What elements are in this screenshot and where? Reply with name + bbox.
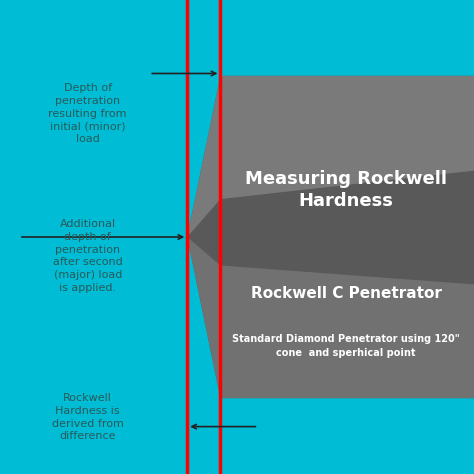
Text: Additional
depth of
penetration
after second
(major) load
is applied.: Additional depth of penetration after se… xyxy=(53,219,123,293)
Polygon shape xyxy=(187,76,474,237)
Text: Rockwell
Hardness is
derived from
difference: Rockwell Hardness is derived from differ… xyxy=(52,393,124,441)
Polygon shape xyxy=(187,237,474,398)
Text: Measuring Rockwell
Hardness: Measuring Rockwell Hardness xyxy=(245,170,447,210)
Text: Standard Diamond Penetrator using 120"
cone  and sperhical point: Standard Diamond Penetrator using 120" c… xyxy=(232,335,460,357)
Text: Depth of
penetration
resulting from
initial (minor)
load: Depth of penetration resulting from init… xyxy=(48,83,127,145)
Polygon shape xyxy=(187,76,474,398)
Text: Rockwell C Penetrator: Rockwell C Penetrator xyxy=(251,286,441,301)
